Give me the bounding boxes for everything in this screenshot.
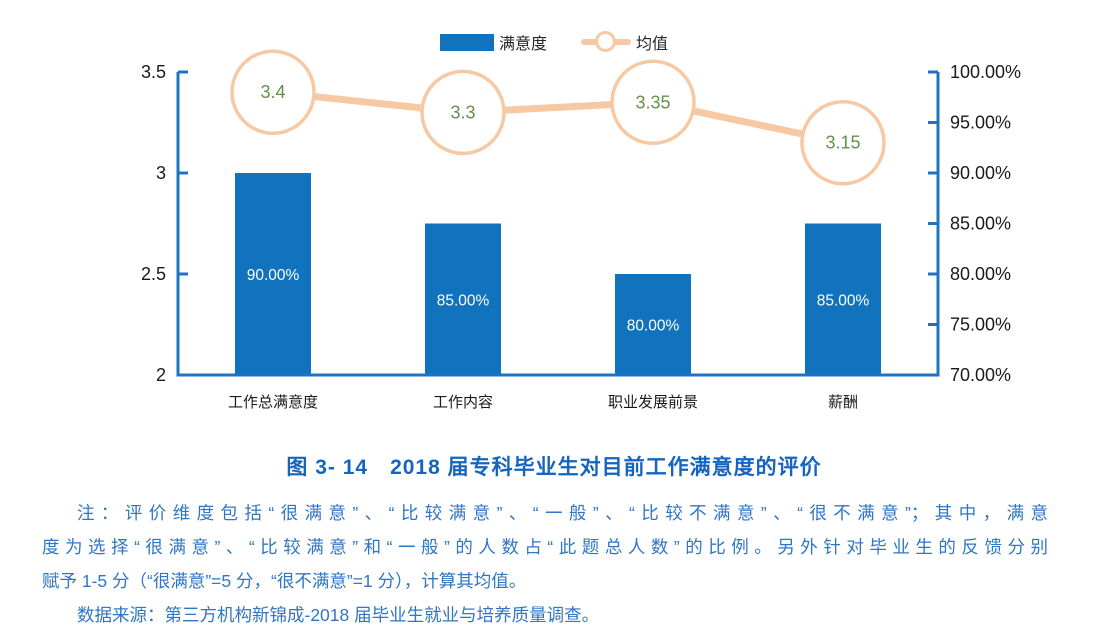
right-axis-tick-label: 80.00% — [950, 264, 1011, 284]
right-axis-tick-label: 75.00% — [950, 315, 1011, 335]
bar-value-label: 85.00% — [817, 292, 870, 309]
right-axis-tick-label: 70.00% — [950, 365, 1011, 385]
line-marker-swatch-icon — [581, 31, 631, 53]
chart-legend: 满意度 均值 — [0, 30, 1108, 54]
satisfaction-bar — [425, 223, 501, 375]
mean-marker — [610, 59, 696, 146]
satisfaction-bar — [615, 274, 691, 375]
legend-label-satisfaction: 满意度 — [498, 36, 547, 53]
note-line-2: 度为选择“很满意”、“比较满意”和“一般”的人数占“此题总人数”的比例。另外针对… — [42, 537, 1048, 557]
category-label: 工作内容 — [433, 394, 493, 411]
right-axis-tick-label: 95.00% — [950, 113, 1011, 133]
mean-value-label: 3.4 — [260, 82, 285, 102]
bar-value-label: 85.00% — [437, 292, 490, 309]
right-axis-tick-label: 100.00% — [950, 62, 1021, 82]
mean-marker — [230, 49, 316, 135]
left-axis-tick-label: 2.5 — [141, 264, 166, 284]
left-axis-tick-label: 3 — [156, 163, 166, 183]
mean-marker — [800, 99, 886, 186]
bar-swatch-icon — [439, 33, 494, 51]
left-axis-tick-label: 2 — [156, 365, 166, 385]
line-swatch-circle — [595, 31, 616, 52]
satisfaction-bar — [805, 223, 881, 375]
legend-item-satisfaction: 满意度 — [439, 30, 547, 54]
bar-value-label: 90.00% — [247, 267, 300, 284]
mean-marker — [420, 69, 506, 156]
left-axis-tick-label: 3.5 — [141, 62, 166, 82]
note-line-4: 数据来源：第三方机构新锦成-2018 届毕业生就业与培养质量调查。 — [77, 605, 600, 625]
legend-item-mean: 均值 — [581, 30, 668, 54]
mean-value-label: 3.15 — [825, 133, 860, 153]
satisfaction-combo-chart: 90.00% 85.00% 80.00% 85.00% 3.5 3 2.5 2 100.00% 9… — [141, 49, 1021, 411]
mean-value-label: 3.3 — [450, 102, 475, 122]
figure-notes: 注：评价维度包括“很满意”、“比较满意”、“一般”、“比较不满意”、“很不满意”… — [42, 496, 1048, 632]
note-line-3: 赋予 1-5 分（“很满意”=5 分，“很不满意”=1 分），计算其均值。 — [42, 571, 527, 591]
note-line-1: 注：评价维度包括“很满意”、“比较满意”、“一般”、“比较不满意”、“很不满意”… — [77, 503, 1048, 523]
category-label: 薪酬 — [828, 394, 858, 411]
mean-value-label: 3.35 — [635, 92, 670, 112]
satisfaction-bar — [235, 173, 311, 375]
legend-label-mean: 均值 — [636, 36, 669, 53]
category-label: 工作总满意度 — [228, 393, 318, 411]
right-axis-tick-label: 90.00% — [950, 163, 1011, 183]
mean-line — [272, 88, 844, 147]
right-axis-tick-label: 85.00% — [950, 214, 1011, 234]
bar-value-label: 80.00% — [627, 318, 680, 335]
figure-caption: 图 3- 14 2018 届专科毕业生对目前工作满意度的评价 — [286, 456, 822, 479]
category-label: 职业发展前景 — [608, 394, 698, 411]
